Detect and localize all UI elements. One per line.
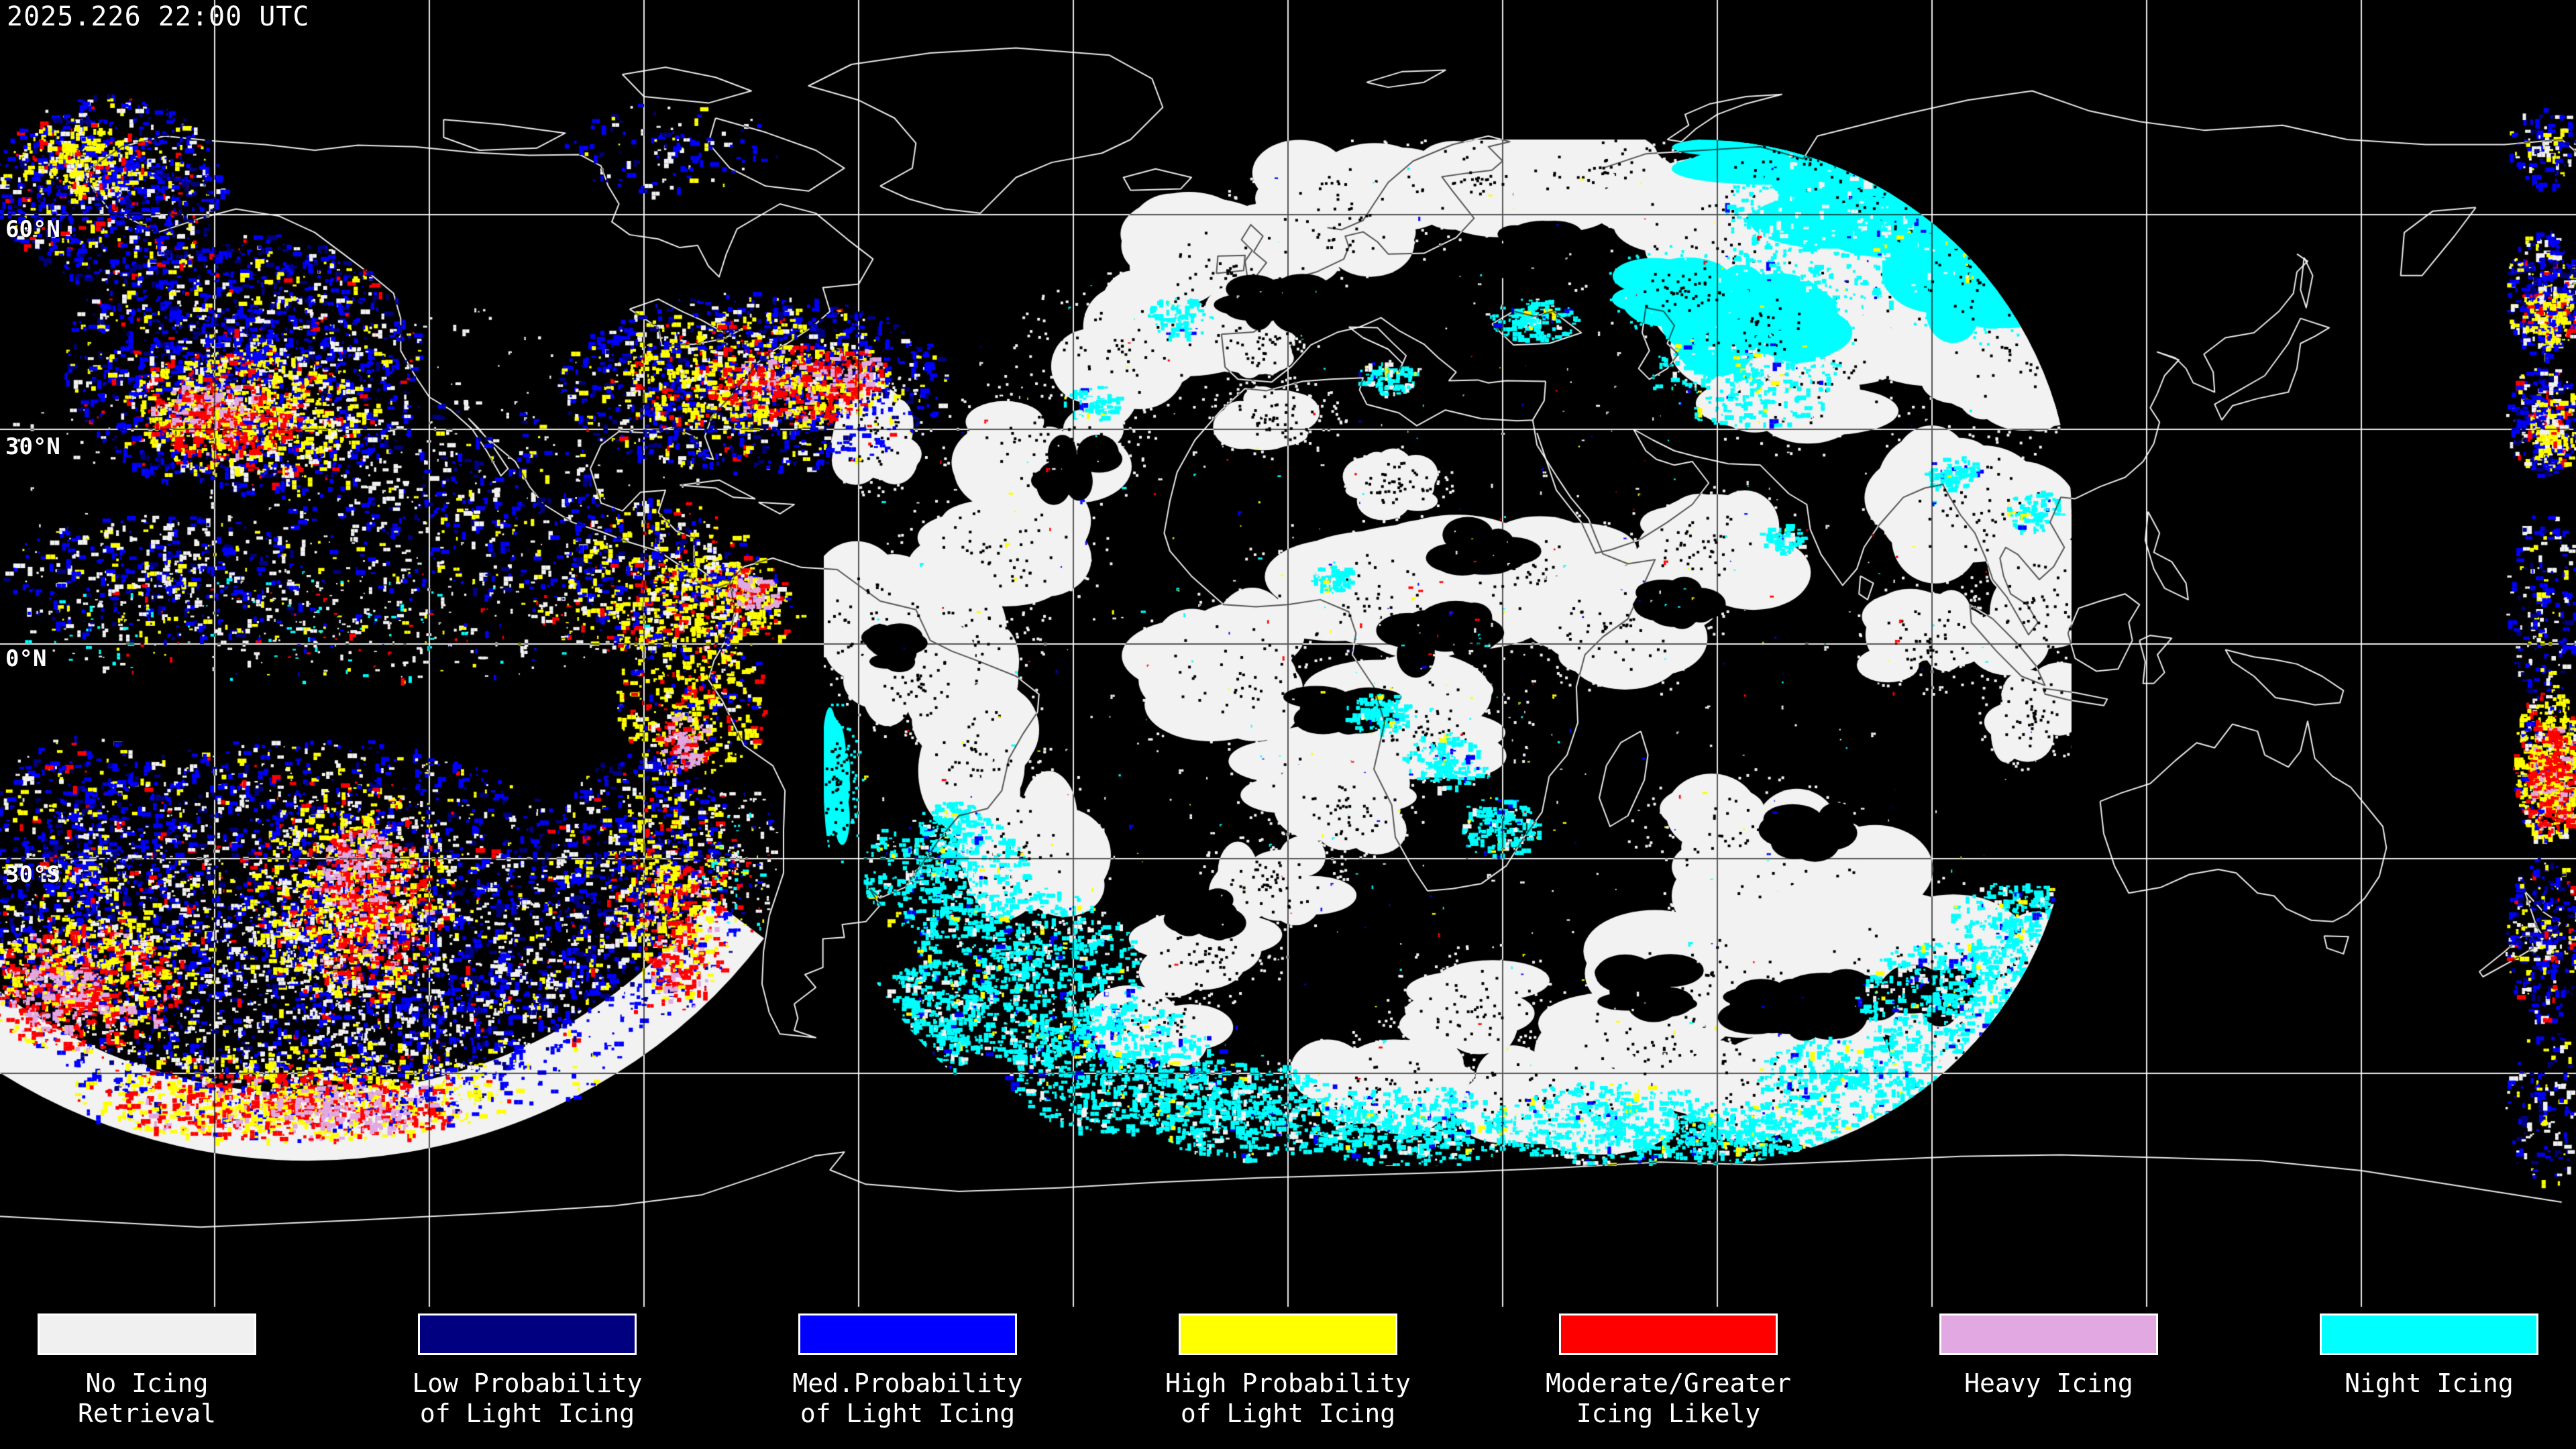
legend-item-no-icing: No Icing Retrieval: [38, 1308, 256, 1449]
legend-item-low-probability: Low Probability of Light Icing: [412, 1308, 643, 1449]
legend: No Icing Retrieval Low Probability of Ligh…: [0, 1308, 2576, 1449]
legend-item-med-probability: Med.Probability of Light Icing: [792, 1308, 1023, 1449]
legend-swatch-med-probability: [798, 1313, 1017, 1355]
legend-swatch-high-probability: [1179, 1313, 1397, 1355]
legend-swatch-night-icing: [2320, 1313, 2538, 1355]
legend-swatch-no-icing: [38, 1313, 256, 1355]
lat-label-60n: 60°N: [5, 216, 60, 243]
legend-label: High Probability of Light Icing: [1165, 1368, 1411, 1428]
legend-label: Med.Probability of Light Icing: [792, 1368, 1023, 1428]
lat-label-0n: 0°N: [5, 645, 47, 672]
lat-label-30n: 30°N: [5, 433, 60, 460]
legend-label: Heavy Icing: [1964, 1368, 2133, 1398]
legend-swatch-moderate-greater: [1559, 1313, 1778, 1355]
legend-swatch-low-probability: [418, 1313, 637, 1355]
legend-label: No Icing Retrieval: [78, 1368, 216, 1428]
legend-item-night-icing: Night Icing: [2320, 1308, 2538, 1449]
legend-label: Low Probability of Light Icing: [412, 1368, 643, 1428]
timestamp: 2025.226 22:00 UTC: [7, 1, 310, 32]
legend-label: Night Icing: [2345, 1368, 2514, 1398]
legend-swatch-heavy-icing: [1939, 1313, 2158, 1355]
lat-label-30s: 30°S: [5, 861, 60, 888]
legend-item-heavy-icing: Heavy Icing: [1939, 1308, 2158, 1449]
legend-item-high-probability: High Probability of Light Icing: [1165, 1308, 1411, 1449]
legend-label: Moderate/Greater Icing Likely: [1545, 1368, 1792, 1428]
legend-item-moderate-greater: Moderate/Greater Icing Likely: [1546, 1308, 1791, 1449]
